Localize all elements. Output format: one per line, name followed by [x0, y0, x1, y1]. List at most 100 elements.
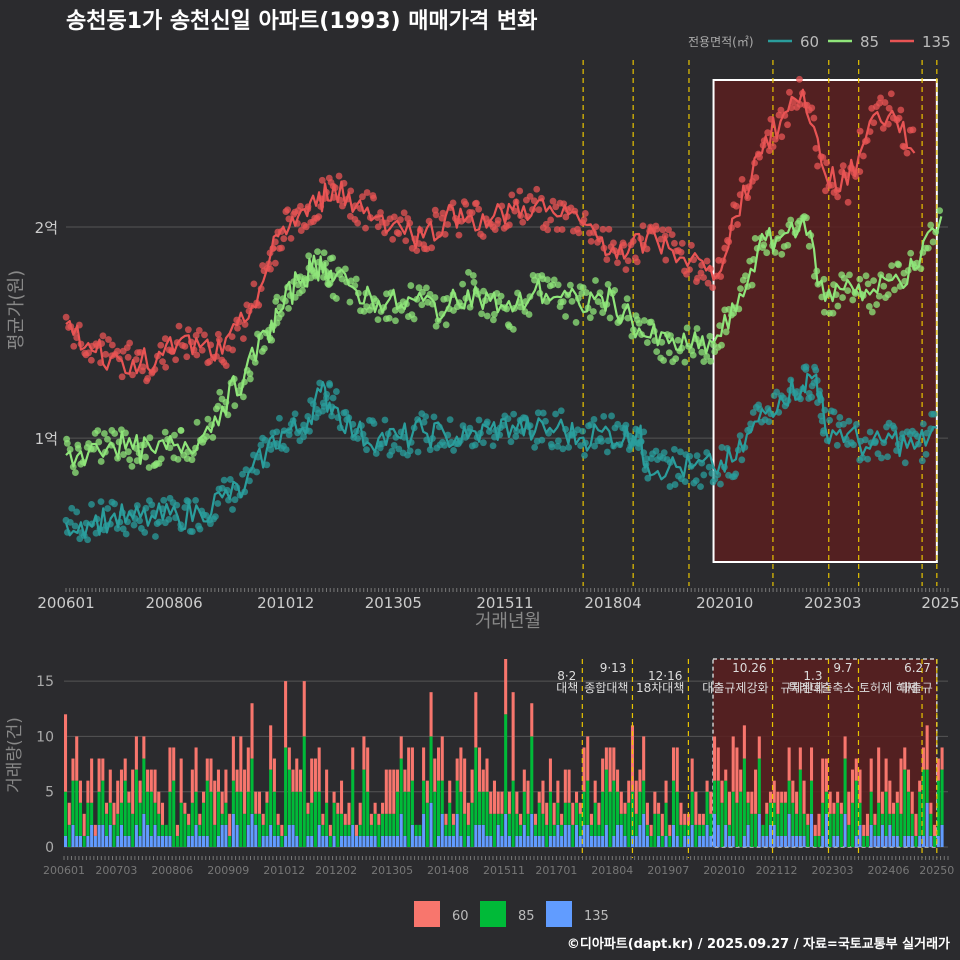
price-point-135 — [687, 241, 695, 249]
volume-bar-85 — [82, 835, 86, 847]
volume-bar-85 — [604, 769, 608, 825]
volume-bar-60 — [287, 747, 291, 770]
price-point-60 — [192, 496, 199, 504]
volume-bar-60 — [82, 813, 86, 836]
price-point-135 — [175, 322, 183, 330]
volume-bar-135 — [448, 835, 452, 847]
volume-bar-60 — [422, 747, 426, 781]
price-point-60 — [329, 394, 337, 402]
volume-bar-85 — [653, 813, 657, 847]
price-point-85 — [111, 430, 119, 437]
volume-bar-85 — [239, 791, 243, 847]
volume-bar-60 — [597, 802, 601, 825]
price-point-60 — [565, 443, 573, 451]
price-point-60 — [354, 435, 362, 442]
price-point-85 — [431, 294, 439, 301]
price-point-85 — [700, 358, 708, 366]
price-point-135 — [359, 193, 366, 201]
volume-bar-85 — [522, 791, 526, 825]
volume-bar-135 — [507, 835, 511, 847]
volume-legend-label-60: 60 — [452, 909, 469, 924]
volume-bar-85 — [160, 824, 165, 836]
volume-bar-60 — [914, 813, 918, 836]
volume-bar-85 — [280, 835, 284, 847]
volume-bar-85 — [276, 824, 280, 836]
price-point-85 — [193, 418, 201, 426]
volume-bar-135 — [709, 835, 713, 847]
price-point-135 — [183, 353, 191, 361]
price-point-60 — [652, 447, 660, 455]
volume-bar-135 — [343, 835, 347, 847]
price-point-85 — [856, 275, 864, 283]
volume-bar-85 — [586, 780, 590, 825]
volume-bar-60 — [179, 758, 183, 803]
volume-bar-60 — [239, 736, 243, 792]
price-point-85 — [418, 301, 426, 309]
volume-bar-60 — [925, 725, 929, 770]
policy-text-label: 특례대출축소 — [788, 681, 854, 695]
price-point-85 — [875, 292, 883, 300]
volume-bar-60 — [660, 813, 664, 836]
price-point-60 — [608, 412, 615, 420]
price-point-85 — [884, 291, 892, 298]
price-point-60 — [84, 536, 92, 544]
volume-bar-135 — [440, 813, 444, 847]
price-point-85 — [805, 242, 813, 250]
volume-bar-60 — [713, 736, 717, 781]
volume-bar-60 — [739, 769, 743, 792]
volume-bar-135 — [858, 824, 862, 847]
price-point-60 — [430, 413, 438, 421]
price-point-135 — [553, 226, 561, 233]
price-point-60 — [68, 504, 76, 512]
price-point-60 — [717, 480, 724, 488]
price-point-135 — [377, 209, 384, 216]
volume-bar-60 — [642, 736, 646, 781]
price-point-85 — [177, 427, 185, 434]
volume-bar-60 — [97, 758, 101, 792]
volume-bar-85 — [768, 802, 773, 825]
volume-bar-60 — [459, 747, 463, 792]
volume-bar-85 — [71, 780, 75, 825]
price-point-60 — [71, 522, 79, 530]
price-point-85 — [104, 435, 111, 443]
volume-bar-60 — [325, 769, 329, 803]
volume-bar-60 — [694, 791, 698, 825]
price-point-60 — [922, 450, 930, 458]
price-point-60 — [554, 437, 562, 445]
volume-bar-60 — [731, 736, 735, 792]
price-point-85 — [122, 429, 129, 437]
volume-bar-60 — [112, 802, 116, 825]
volume-bar-85 — [172, 780, 176, 847]
volume-bar-135 — [910, 835, 914, 847]
price-point-60 — [930, 410, 938, 418]
price-point-60 — [446, 416, 454, 424]
volume-bar-60 — [295, 758, 299, 792]
price-point-60 — [808, 393, 815, 401]
price-point-60 — [122, 530, 130, 538]
volume-bar-135 — [75, 835, 79, 847]
price-point-60 — [273, 428, 281, 436]
volume-bar-135 — [366, 835, 370, 847]
price-point-60 — [552, 410, 559, 418]
price-point-135 — [823, 159, 831, 167]
volume-bar-60 — [933, 824, 937, 836]
volume-bar-135 — [459, 835, 463, 847]
volume-bar-85 — [213, 824, 217, 847]
price-point-60 — [378, 440, 386, 448]
volume-bar-85 — [649, 835, 653, 847]
volume-bar-60 — [440, 736, 444, 781]
price-point-85 — [683, 324, 691, 332]
volume-bar-85 — [425, 802, 429, 847]
price-point-85 — [594, 298, 602, 306]
volume-bar-135 — [500, 835, 504, 847]
price-point-85 — [716, 322, 724, 329]
volume-bar-60 — [410, 747, 414, 781]
price-point-135 — [870, 119, 878, 127]
volume-bar-135 — [202, 835, 206, 847]
volume-bar-135 — [254, 824, 258, 847]
volume-bar-60 — [172, 747, 176, 781]
volume-bar-60 — [243, 769, 247, 814]
volume-bar-85 — [336, 813, 340, 847]
volume-bar-60 — [817, 813, 821, 836]
